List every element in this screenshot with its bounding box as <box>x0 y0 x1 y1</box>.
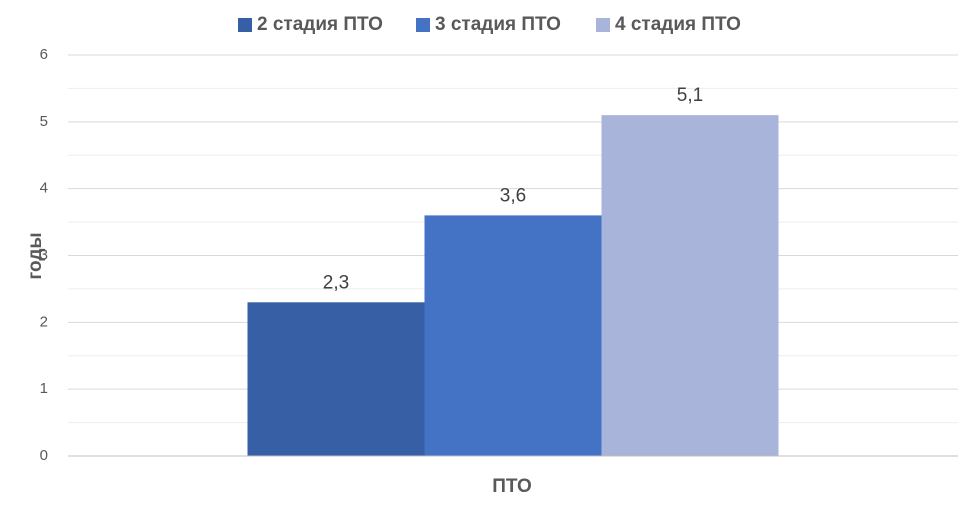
bar <box>247 302 425 456</box>
y-tick-label: 2 <box>40 313 48 330</box>
y-axis-title: годы <box>25 232 46 279</box>
y-tick-label: 5 <box>40 113 48 130</box>
y-tick-label: 6 <box>40 46 48 63</box>
data-label: 2,3 <box>323 272 349 293</box>
data-labels: 2,3 3,6 5,1 <box>323 85 703 293</box>
legend-label: 3 стадия ПТО <box>435 14 561 35</box>
legend-swatch <box>596 18 610 32</box>
legend-label: 4 стадия ПТО <box>615 14 741 35</box>
legend-swatch <box>238 18 252 32</box>
bar <box>424 215 602 456</box>
y-tick-label: 1 <box>40 380 48 397</box>
data-label: 5,1 <box>677 85 703 106</box>
legend: 2 стадия ПТО 3 стадия ПТО 4 стадия ПТО <box>238 14 741 35</box>
y-axis-ticks: 0 1 2 3 4 5 6 <box>40 46 48 464</box>
x-axis-title: ПТО <box>492 476 532 497</box>
bar <box>601 115 779 457</box>
y-tick-label: 0 <box>40 447 48 464</box>
legend-swatch <box>416 18 430 32</box>
legend-label: 2 стадия ПТО <box>257 14 383 35</box>
bars <box>247 115 779 457</box>
data-label: 3,6 <box>500 185 526 206</box>
y-tick-label: 4 <box>40 180 48 197</box>
y-tick-label: 3 <box>40 246 48 263</box>
